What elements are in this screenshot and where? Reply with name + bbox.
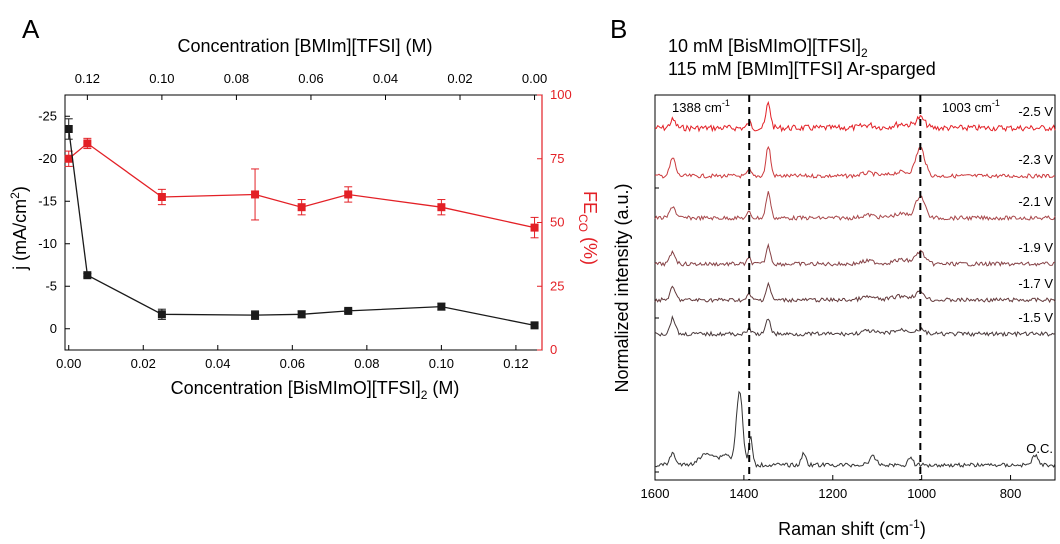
current-density-point [251,311,260,320]
fe-co-line [68,142,535,229]
right-y-axis-label: FECO (%) [576,191,600,265]
raman-x-axis: 1600 1400 1200 1000 800 [641,187,1022,501]
spectrum-label: O.C. [1026,441,1053,456]
marker-lines [748,95,922,480]
panel-b-frame [654,94,1056,481]
bottom-x-axis-label: Concentration [BisMImO][TFSI]2 (M) [171,378,460,402]
current-density-line [68,128,535,327]
current-density-point [437,302,446,311]
fe-co-point [251,190,260,199]
right-y-tick-label: 0 [550,342,557,357]
top-x-tick-label: 0.00 [522,71,547,86]
fe-co-point [530,223,539,232]
current-density-point [297,310,306,319]
spectrum-label: -1.7 V [1018,276,1053,291]
top-x-tick-label: 0.12 [75,71,100,86]
x-tick-label: 0.00 [56,356,81,371]
x-tick-label: 0.12 [503,356,528,371]
right-y-axis: 0 25 50 75 100 [537,87,572,357]
raman-x-tick-label: 1000 [907,486,936,501]
raman-x-tick-label: 1600 [641,486,670,501]
marker-2-label: 1003 cm-1 [942,98,1000,115]
spectrum-label: -2.3 V [1018,152,1053,167]
current-density-point [64,125,73,133]
panel-a-chart: 0.00 0.02 0.04 0.06 0.08 0.10 0.12 0.12 0.10 0.0… [8,36,600,402]
top-x-axis-label: Concentration [BMIm][TFSI] (M) [177,36,432,56]
x-tick-label: 0.08 [354,356,379,371]
spectrum-label: -2.5 V [1018,104,1053,119]
marker-1-label: 1388 cm-1 [672,98,730,115]
current-density-point [83,271,92,280]
fe-co-point [437,203,446,212]
left-y-tick-label: -20 [38,151,57,166]
top-x-tick-label: 0.02 [447,71,472,86]
spectrum-line [654,281,1056,304]
right-y-tick-label: 25 [550,278,564,293]
left-y-tick-label: -25 [38,108,57,123]
x-tick-label: 0.06 [280,356,305,371]
top-x-tick-label: 0.08 [224,71,249,86]
left-y-axis: -25 -20 -15 -10 -5 0 [38,108,70,336]
top-x-tick-label: 0.10 [149,71,174,86]
fe-co-point [157,193,166,201]
left-y-tick-label: -10 [38,236,57,251]
bottom-x-axis: 0.00 0.02 0.04 0.06 0.08 0.10 0.12 [56,345,529,371]
panel-b-letter: B [610,14,627,44]
spectrum-label: -1.5 V [1018,310,1053,325]
raman-x-tick-label: 1400 [729,486,758,501]
spectrum-line [654,145,1056,179]
x-tick-label: 0.02 [131,356,156,371]
spectrum-label: -1.9 V [1018,240,1053,255]
spectrum-line [654,100,1056,133]
x-tick-label: 0.04 [205,356,230,371]
panel-b-title-line1: 10 mM [BisMImO][TFSI]2 [668,36,868,60]
left-y-axis-label: j (mA/cm2) [8,186,30,271]
panel-b-chart: 1600 1400 1200 1000 800 1388 cm-1 1003 cm-1 … [612,94,1056,539]
current-density-point [344,306,353,315]
spectrum-line [654,314,1056,338]
left-y-tick-label: 0 [50,321,57,336]
left-y-tick-label: -5 [45,278,57,293]
raman-x-axis-label: Raman shift (cm-1) [778,517,926,539]
panel-a-letter: A [22,14,40,44]
current-density-point [157,310,166,319]
left-y-tick-label: -15 [38,193,57,208]
top-x-tick-label: 0.04 [373,71,398,86]
spectrum-line [654,390,1056,468]
raman-x-tick-label: 800 [1000,486,1022,501]
fe-co-point [344,190,353,199]
series-group [64,118,539,330]
spectrum-label: -2.1 V [1018,194,1053,209]
spectrum-line [654,242,1056,267]
spectrum-labels: -2.5 V -2.3 V -2.1 V -1.9 V -1.7 V -1.5 V O.C. [1018,104,1053,456]
right-y-tick-label: 100 [550,87,572,102]
right-y-tick-label: 50 [550,215,564,230]
raman-y-axis-label: Normalized intensity (a.u.) [612,183,632,392]
spectra-group [654,100,1056,468]
raman-x-tick-label: 1200 [818,486,847,501]
panel-b-title-line2: 115 mM [BMIm][TFSI] Ar-sparged [668,59,936,79]
right-y-tick-label: 75 [550,151,564,166]
fe-co-point [83,139,92,148]
current-density-point [530,321,539,330]
fe-co-point [297,203,306,212]
fe-co-point [64,154,73,163]
x-tick-label: 0.10 [429,356,454,371]
top-x-tick-label: 0.06 [298,71,323,86]
top-x-axis: 0.12 0.10 0.08 0.06 0.04 0.02 0.00 [75,71,547,100]
spectrum-line [654,191,1056,222]
